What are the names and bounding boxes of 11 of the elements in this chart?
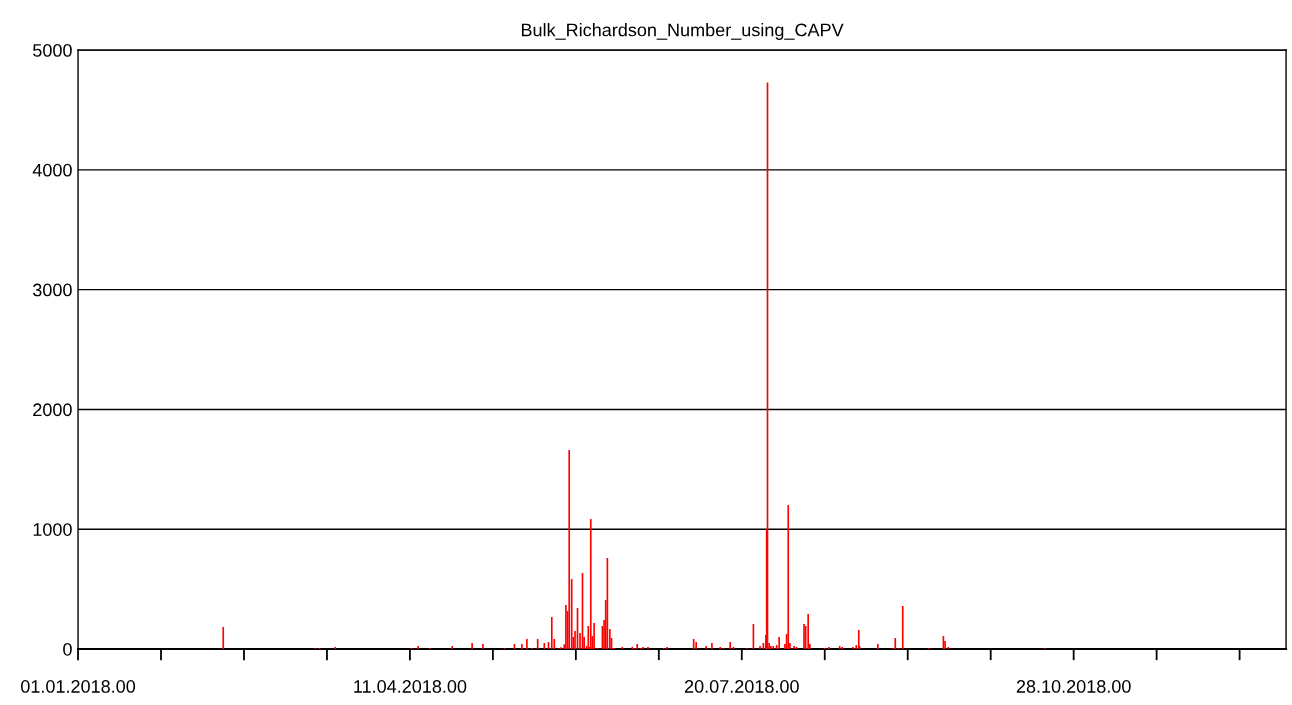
x-tick-label: 11.04.2018.00 xyxy=(354,680,467,693)
x-tick-label: 28.10.2018.00 xyxy=(1016,680,1131,693)
y-tick-label: 1000 xyxy=(33,523,72,536)
y-tick-label: 2000 xyxy=(33,403,72,417)
y-tick-label: 5000 xyxy=(33,43,72,57)
y-tick-label: 4000 xyxy=(32,163,72,177)
x-tick-label: 01.01.2018.00 xyxy=(21,680,136,693)
y-tick-label: 3000 xyxy=(33,283,72,297)
chart-title: Bulk_Richardson_Number_using_CAPV xyxy=(521,23,844,40)
y-tick-label: 0 xyxy=(63,642,72,656)
x-tick-label: 20.07.2018.00 xyxy=(684,680,799,693)
